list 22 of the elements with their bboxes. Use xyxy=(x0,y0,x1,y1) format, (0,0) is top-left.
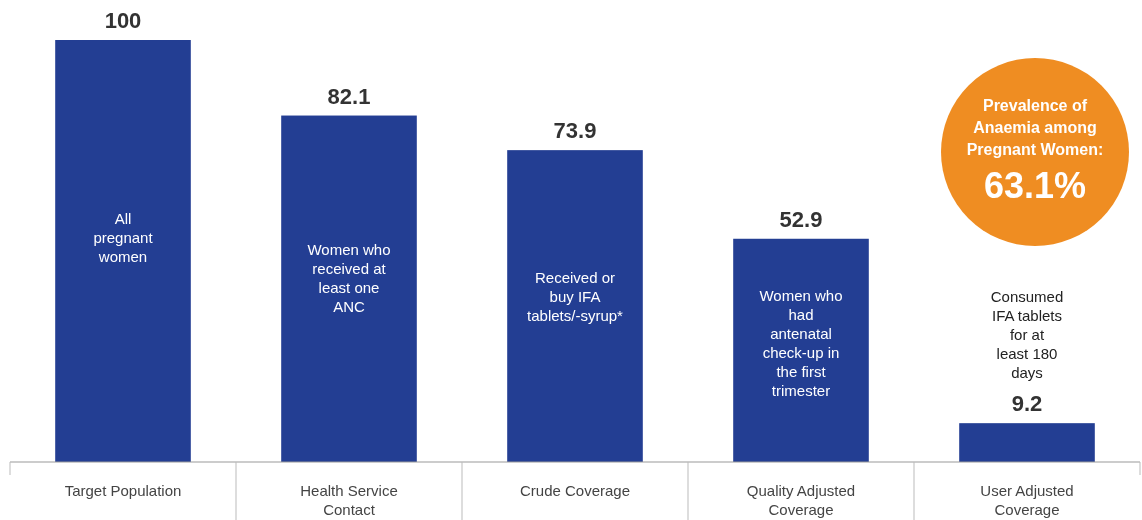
x-tick-label: Crude Coverage xyxy=(519,482,631,499)
x-tick-label: User Adjusted Coverage xyxy=(980,482,1074,518)
x-tick-label: Target Population xyxy=(64,482,182,499)
annotation: Received or buy IFA tablets/-syrup* xyxy=(527,268,624,324)
data-label: 100 xyxy=(104,8,142,33)
x-tick-label: Quality Adjusted Coverage xyxy=(746,482,856,518)
x-tick-label: Health Service Contact xyxy=(300,482,398,518)
bar xyxy=(959,423,1095,462)
annotation: Women who had antenatal check-up in the first trimester xyxy=(759,287,843,400)
bar xyxy=(281,115,417,462)
annotation: All pregnant women xyxy=(93,210,154,266)
data-label: 52.9 xyxy=(779,206,823,232)
annotation: 63.1% xyxy=(983,165,1087,206)
data-label: 82.1 xyxy=(327,83,371,109)
annotation: Women who received at least one ANC xyxy=(307,240,391,315)
bar xyxy=(507,150,643,462)
annotation: Prevalence of Anaemia among Pregnant Women: xyxy=(966,97,1104,158)
bar xyxy=(733,238,869,462)
bar xyxy=(55,40,191,462)
annotation: Consumed IFA tablets for at least 180 days xyxy=(990,288,1064,382)
data-label: 9.2 xyxy=(1011,391,1043,417)
data-label: 73.9 xyxy=(553,118,597,144)
